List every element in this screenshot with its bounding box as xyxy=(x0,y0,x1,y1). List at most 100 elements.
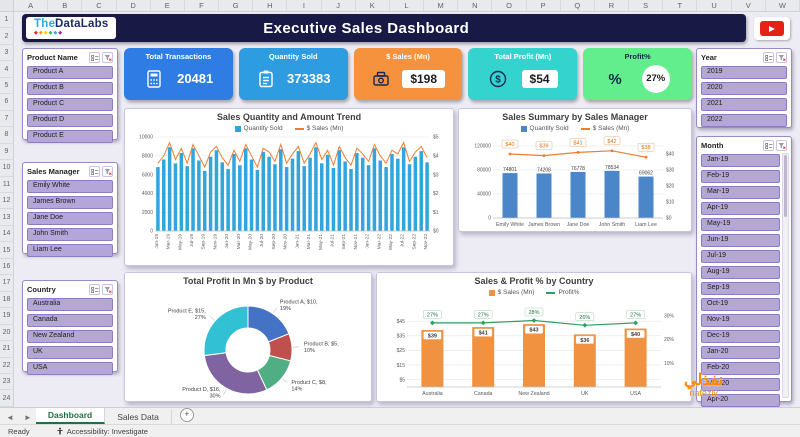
slicer-item[interactable]: Jan-19 xyxy=(701,154,780,167)
column-header[interactable]: O xyxy=(492,0,527,11)
row-header[interactable]: 19 xyxy=(0,308,13,325)
slicer-item[interactable]: 2019 xyxy=(701,66,787,79)
clear-filter-icon[interactable] xyxy=(102,166,113,177)
clear-filter-icon[interactable] xyxy=(102,284,113,295)
slicer-item[interactable]: Sep-19 xyxy=(701,282,780,295)
slicer-item[interactable]: May-19 xyxy=(701,218,780,231)
multi-select-icon[interactable] xyxy=(763,140,774,151)
row-header[interactable]: 9 xyxy=(0,144,13,161)
slicer-item[interactable]: James Brown xyxy=(27,196,113,209)
slicer-item[interactable]: Jan-20 xyxy=(701,346,780,359)
row-header[interactable]: 11 xyxy=(0,177,13,193)
sheet-nav-right-icon[interactable]: ► xyxy=(23,413,32,422)
row-header[interactable]: 14 xyxy=(0,226,13,243)
row-header[interactable]: 16 xyxy=(0,259,13,276)
column-header[interactable]: H xyxy=(253,0,288,11)
column-header[interactable]: A xyxy=(14,0,49,11)
row-header[interactable]: 13 xyxy=(0,209,13,226)
slicer-item[interactable]: 2020 xyxy=(701,82,787,95)
month-slicer-scrollbar[interactable] xyxy=(782,153,789,398)
slicer-item[interactable]: Jul-19 xyxy=(701,250,780,263)
column-header[interactable]: U xyxy=(697,0,732,11)
column-header[interactable]: Q xyxy=(561,0,595,11)
slicer-item[interactable]: Aug-19 xyxy=(701,266,780,279)
row-header[interactable]: 8 xyxy=(0,127,13,144)
column-header[interactable]: N xyxy=(458,0,493,11)
tab-sales-data[interactable]: Sales Data xyxy=(105,410,172,424)
slicer-item[interactable]: Jun-19 xyxy=(701,234,780,247)
column-header[interactable]: F xyxy=(185,0,220,11)
slicer-item[interactable]: Product E xyxy=(27,130,113,143)
row-header[interactable]: 6 xyxy=(0,94,13,111)
row-header[interactable]: 4 xyxy=(0,61,13,78)
multi-select-icon[interactable] xyxy=(89,52,100,63)
slicer-item[interactable]: Product B xyxy=(27,82,113,95)
row-header[interactable]: 5 xyxy=(0,78,13,95)
slicer-item[interactable]: Jane Doe xyxy=(27,212,113,225)
column-header[interactable]: W xyxy=(766,0,800,11)
clear-filter-icon[interactable] xyxy=(776,52,787,63)
slicer-item[interactable]: Product C xyxy=(27,98,113,111)
slicer-item[interactable]: Feb-20 xyxy=(701,362,780,375)
column-header[interactable]: G xyxy=(219,0,254,11)
row-header[interactable]: 21 xyxy=(0,341,13,358)
row-header[interactable]: 2 xyxy=(0,28,13,45)
slicer-item[interactable]: Feb-19 xyxy=(701,170,780,183)
slicer-item[interactable]: Apr-19 xyxy=(701,202,780,215)
column-header[interactable]: P xyxy=(527,0,561,11)
slicer-item[interactable]: UK xyxy=(27,346,113,359)
column-header[interactable]: T xyxy=(663,0,698,11)
slicer-item[interactable]: Product A xyxy=(27,66,113,79)
row-header[interactable]: 3 xyxy=(0,45,13,62)
column-header[interactable]: R xyxy=(595,0,630,11)
sheet-nav-left-icon[interactable]: ◄ xyxy=(6,413,14,422)
select-all-corner[interactable] xyxy=(0,0,14,12)
slicer-item[interactable]: Emily White xyxy=(27,180,113,193)
slicer-item[interactable]: Nov-19 xyxy=(701,314,780,327)
column-header[interactable]: D xyxy=(117,0,151,11)
column-header[interactable]: I xyxy=(287,0,322,11)
row-header[interactable]: 10 xyxy=(0,160,13,177)
column-header[interactable]: M xyxy=(424,0,459,11)
multi-select-icon[interactable] xyxy=(763,52,774,63)
clear-filter-icon[interactable] xyxy=(776,140,787,151)
column-header[interactable]: K xyxy=(356,0,390,11)
accessibility-status[interactable]: Accessibility: Investigate xyxy=(56,427,148,436)
slicer-item[interactable]: Oct-19 xyxy=(701,298,780,311)
slicer-item[interactable]: Liam Lee xyxy=(27,244,113,257)
slicer-item[interactable]: 2022 xyxy=(701,114,787,127)
slicer-item[interactable]: 2021 xyxy=(701,98,787,111)
slicer-item[interactable]: Apr-20 xyxy=(701,394,780,407)
column-header[interactable]: C xyxy=(82,0,117,11)
column-header[interactable]: S xyxy=(629,0,664,11)
slicer-item[interactable]: Mar-20 xyxy=(701,378,780,391)
column-header[interactable]: E xyxy=(151,0,185,11)
row-header[interactable]: 15 xyxy=(0,242,13,259)
column-header[interactable]: B xyxy=(48,0,83,11)
youtube-button[interactable] xyxy=(754,17,790,40)
slicer-item[interactable]: John Smith xyxy=(27,228,113,241)
slicer-item[interactable]: Australia xyxy=(27,298,113,311)
multi-select-icon[interactable] xyxy=(89,166,100,177)
row-header[interactable]: 20 xyxy=(0,325,13,342)
add-sheet-button[interactable]: + xyxy=(179,408,194,422)
slicer-item[interactable]: Product D xyxy=(27,114,113,127)
slicer-item[interactable]: Dec-19 xyxy=(701,330,780,343)
column-header[interactable]: V xyxy=(732,0,766,11)
row-header[interactable]: 7 xyxy=(0,111,13,128)
scrollbar-thumb[interactable] xyxy=(784,155,787,217)
multi-select-icon[interactable] xyxy=(89,284,100,295)
row-header[interactable]: 12 xyxy=(0,193,13,210)
row-header[interactable]: 1 xyxy=(0,12,13,29)
row-header[interactable]: 23 xyxy=(0,374,13,391)
column-header[interactable]: J xyxy=(322,0,356,11)
clear-filter-icon[interactable] xyxy=(102,52,113,63)
row-header[interactable]: 22 xyxy=(0,358,13,374)
row-header[interactable]: 18 xyxy=(0,292,13,309)
tab-dashboard[interactable]: Dashboard xyxy=(35,408,106,424)
row-header[interactable]: 17 xyxy=(0,275,13,292)
row-header[interactable]: 24 xyxy=(0,390,13,407)
column-header[interactable]: L xyxy=(390,0,425,11)
slicer-item[interactable]: Mar-19 xyxy=(701,186,780,199)
slicer-item[interactable]: USA xyxy=(27,362,113,375)
